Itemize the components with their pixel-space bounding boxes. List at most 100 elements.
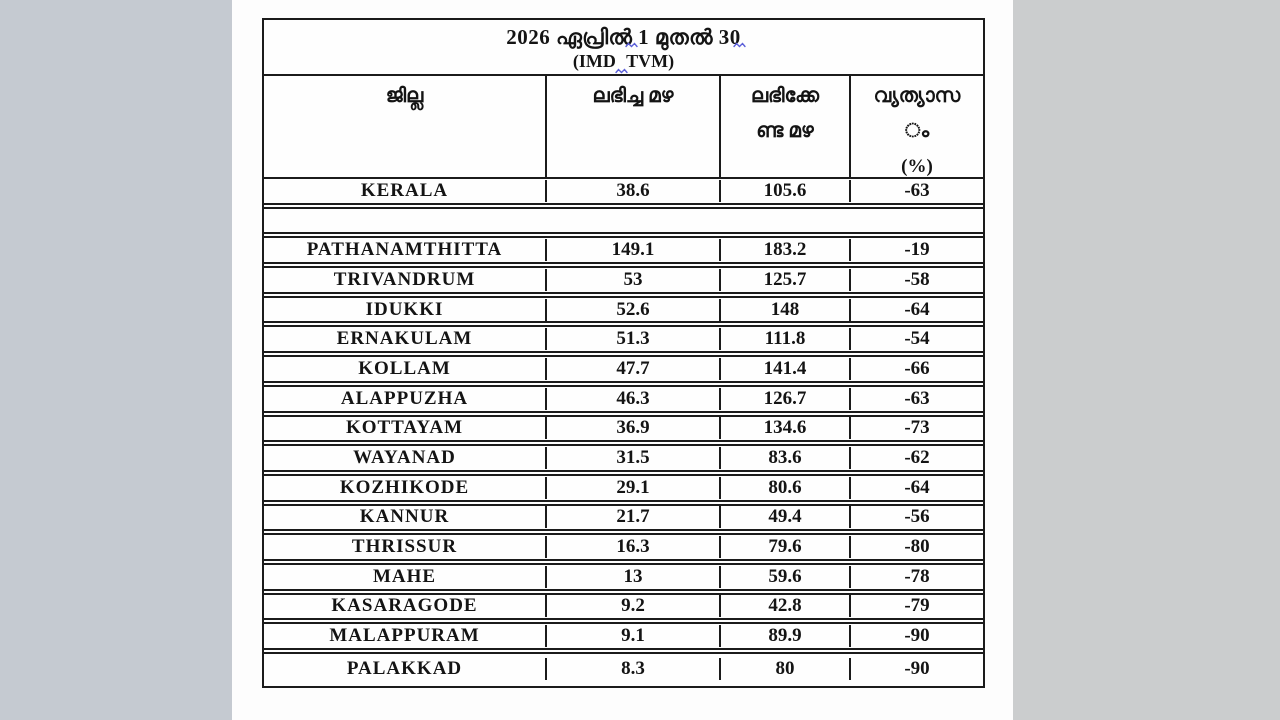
header-expected-line-1: ലഭിക്കേ (750, 85, 820, 107)
expected-cell: 183.2 (719, 239, 849, 262)
header-difference-line-2: ം (904, 120, 930, 142)
header-expected-rain: ലഭിക്കേ ണ്ട മഴ (719, 76, 849, 177)
received-cell: 46.3 (545, 387, 719, 410)
header-difference-line-3: (%) (901, 156, 933, 177)
received-cell: 38.6 (545, 179, 719, 202)
rainfall-table: 2026 ഏപ്രിൽ 1 മുതൽ 30 (IMD TVM) ജില്ല ലഭ… (262, 18, 985, 688)
expected-cell: 105.6 (719, 179, 849, 202)
header-expected-line-2: ണ്ട മഴ (756, 120, 814, 142)
table-row-empty (264, 209, 983, 239)
table-row: PATHANAMTHITTA 149.1 183.2 -19 (264, 238, 983, 269)
difference-cell: -79 (849, 595, 983, 618)
received-cell: 13 (545, 565, 719, 588)
received-cell: 47.7 (545, 357, 719, 380)
difference-cell: -73 (849, 417, 983, 440)
spellcheck-squiggle-icon (615, 68, 628, 74)
district-cell: KOZHIKODE (339, 476, 470, 498)
table-row: KANNUR 21.7 49.4 -56 (264, 506, 983, 536)
table-row: MAHE 13 59.6 -78 (264, 565, 983, 595)
difference-cell: -64 (849, 298, 983, 321)
received-cell: 52.6 (545, 298, 719, 321)
background-right-band (1013, 0, 1280, 720)
district-cell: ERNAKULAM (336, 328, 473, 350)
table-row: IDUKKI 52.6 148 -64 (264, 298, 983, 328)
district-cell: THRISSUR (351, 536, 458, 558)
difference-cell: -78 (849, 565, 983, 588)
table-row: ERNAKULAM 51.3 111.8 -54 (264, 327, 983, 358)
expected-cell: 141.4 (719, 357, 849, 380)
table-subtitle: (IMD TVM) (572, 51, 675, 71)
header-district-line: ജില്ല (385, 85, 424, 107)
received-cell: 16.3 (545, 536, 719, 559)
district-cell: WAYANAD (353, 447, 456, 469)
district-cell: KOTTAYAM (345, 417, 464, 439)
difference-cell: -54 (849, 328, 983, 351)
header-district: ജില്ല (264, 76, 545, 177)
district-cell: PATHANAMTHITTA (306, 239, 503, 261)
expected-cell: 59.6 (719, 565, 849, 588)
received-cell: 36.9 (545, 417, 719, 440)
expected-cell: 111.8 (719, 328, 849, 351)
difference-cell: -62 (849, 447, 983, 470)
district-cell: ALAPPUZHA (340, 387, 469, 409)
difference-cell: -56 (849, 506, 983, 529)
expected-cell: 49.4 (719, 506, 849, 529)
expected-cell: 134.6 (719, 417, 849, 440)
table-header-row: ജില്ല ലഭിച്ച മഴ ലഭിക്കേ ണ്ട മഴ വ്യത്യാസ … (264, 76, 983, 179)
header-received-rain: ലഭിച്ച മഴ (545, 76, 719, 177)
spellcheck-squiggle-icon (625, 42, 638, 48)
table-row: WAYANAD 31.5 83.6 -62 (264, 446, 983, 476)
expected-cell: 42.8 (719, 595, 849, 618)
header-received-line: ലഭിച്ച മഴ (592, 85, 674, 107)
received-cell: 29.1 (545, 476, 719, 499)
table-title-block: 2026 ഏപ്രിൽ 1 മുതൽ 30 (IMD TVM) (264, 20, 983, 76)
difference-cell: -64 (849, 476, 983, 499)
difference-cell: -63 (849, 179, 983, 202)
header-difference: വ്യത്യാസ ം (%) (849, 76, 983, 177)
table-title: 2026 ഏപ്രിൽ 1 മുതൽ 30 (506, 25, 741, 49)
received-cell: 149.1 (545, 239, 719, 262)
expected-cell: 125.7 (719, 268, 849, 291)
table-row: KASARAGODE 9.2 42.8 -79 (264, 595, 983, 625)
district-cell: MAHE (372, 565, 437, 587)
received-cell: 9.1 (545, 625, 719, 648)
table-row: KERALA 38.6 105.6 -63 (264, 179, 983, 209)
difference-cell: -58 (849, 268, 983, 291)
table-row: KOLLAM 47.7 141.4 -66 (264, 357, 983, 387)
expected-cell: 126.7 (719, 387, 849, 410)
expected-cell: 83.6 (719, 447, 849, 470)
district-cell: IDUKKI (365, 298, 444, 320)
table-row: KOTTAYAM 36.9 134.6 -73 (264, 417, 983, 447)
table-row: KOZHIKODE 29.1 80.6 -64 (264, 476, 983, 506)
expected-cell: 80 (719, 657, 849, 680)
received-cell: 9.2 (545, 595, 719, 618)
received-cell: 21.7 (545, 506, 719, 529)
table-row: ALAPPUZHA 46.3 126.7 -63 (264, 387, 983, 417)
expected-cell: 79.6 (719, 536, 849, 559)
difference-cell: -90 (849, 625, 983, 648)
table-row: MALAPPURAM 9.1 89.9 -90 (264, 624, 983, 654)
received-cell: 31.5 (545, 447, 719, 470)
district-cell: MALAPPURAM (329, 625, 480, 647)
difference-cell: -80 (849, 536, 983, 559)
table-body: KERALA 38.6 105.6 -63 PATHANAMTHITTA 149… (264, 179, 983, 684)
district-cell: TRIVANDRUM (333, 268, 476, 290)
table-row: PALAKKAD 8.3 80 -90 (264, 654, 983, 684)
expected-cell: 148 (719, 298, 849, 321)
difference-cell: -90 (849, 657, 983, 680)
district-cell: KANNUR (359, 506, 450, 528)
header-difference-line-1: വ്യത്യാസ (873, 85, 961, 107)
district-cell: KASARAGODE (331, 595, 478, 617)
district-cell: KOLLAM (358, 357, 451, 379)
received-cell: 53 (545, 268, 719, 291)
district-cell: PALAKKAD (346, 657, 463, 679)
spellcheck-squiggle-icon (733, 42, 746, 48)
difference-cell: -63 (849, 387, 983, 410)
district-cell: KERALA (360, 179, 449, 201)
expected-cell: 80.6 (719, 476, 849, 499)
table-row: THRISSUR 16.3 79.6 -80 (264, 535, 983, 565)
background-left-band (0, 0, 232, 720)
table-row: TRIVANDRUM 53 125.7 -58 (264, 268, 983, 298)
expected-cell: 89.9 (719, 625, 849, 648)
difference-cell: -19 (849, 239, 983, 262)
